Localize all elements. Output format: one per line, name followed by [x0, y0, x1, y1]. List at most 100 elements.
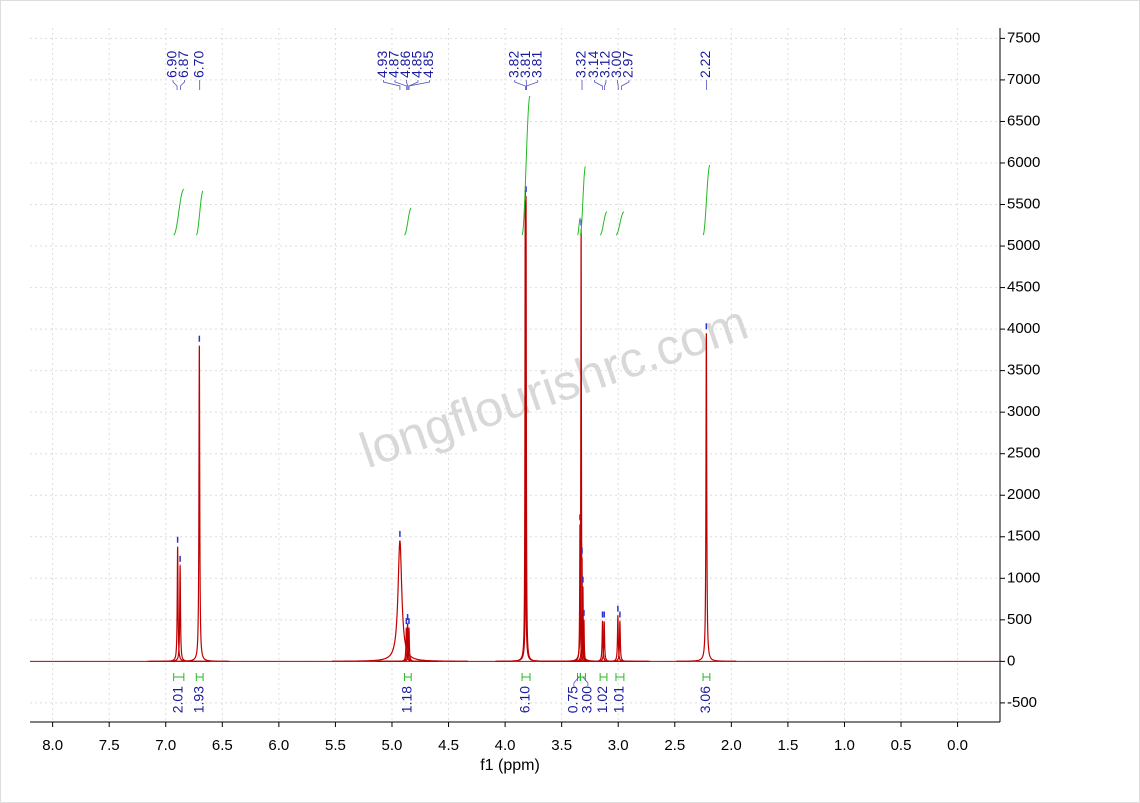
peak-label-connector	[617, 80, 619, 90]
peak-label: 6.87	[175, 51, 191, 78]
integral-curve	[173, 188, 185, 236]
x-axis-label: f1 (ppm)	[480, 757, 540, 774]
y-tick-label: -500	[1007, 694, 1037, 711]
peak-label-connector	[180, 80, 185, 90]
peak-label-connector	[172, 80, 178, 90]
integral-bracket	[615, 673, 625, 681]
y-tick-label: 1500	[1007, 528, 1040, 545]
integral-bracket	[521, 673, 531, 681]
integral-label: 3.00	[579, 686, 595, 713]
peak-label: 3.82	[505, 51, 521, 78]
x-tick-label: 5.5	[325, 737, 346, 754]
x-tick-label: 4.0	[495, 737, 516, 754]
integral-curve	[577, 217, 581, 236]
integral-label: 0.75	[565, 686, 581, 713]
integral-bracket	[599, 673, 608, 681]
peak	[332, 540, 468, 662]
peak-label: 2.22	[697, 51, 713, 78]
y-tick-label: 2000	[1007, 486, 1040, 503]
integral-bracket	[195, 673, 204, 681]
peak	[589, 620, 650, 662]
x-tick-label: 3.5	[551, 737, 572, 754]
peak	[169, 345, 230, 662]
integral-label: 6.10	[517, 686, 533, 713]
x-tick-label: 5.0	[382, 737, 403, 754]
x-tick-label: 0.5	[891, 737, 912, 754]
peak	[378, 627, 439, 662]
peak-label-connector	[594, 80, 603, 90]
peak-label: 4.86	[397, 51, 413, 78]
peak-label: 3.14	[585, 51, 601, 78]
y-tick-label: 4000	[1007, 320, 1040, 337]
x-tick-label: 7.0	[155, 737, 176, 754]
x-tick-label: 2.5	[664, 737, 685, 754]
x-tick-label: 8.0	[42, 737, 63, 754]
peak	[676, 333, 737, 662]
x-tick-label: 6.0	[268, 737, 289, 754]
y-tick-label: 4500	[1007, 279, 1040, 296]
peak-label-connector	[526, 80, 539, 90]
x-tick-label: 0.0	[947, 737, 968, 754]
integral-bracket	[702, 673, 711, 681]
x-tick-label: 1.5	[777, 737, 798, 754]
peak-label-connector	[394, 80, 408, 90]
peak-label-connector	[514, 80, 526, 90]
x-tick-label: 2.0	[721, 737, 742, 754]
peak-label: 6.90	[164, 51, 180, 78]
x-tick-label: 1.0	[834, 737, 855, 754]
integral-label: 1.01	[611, 686, 627, 713]
integral-curve	[615, 211, 625, 236]
peak	[150, 563, 211, 662]
peak-label: 3.32	[573, 51, 589, 78]
peak-label-connector	[621, 80, 630, 90]
y-tick-label: 2500	[1007, 445, 1040, 462]
y-tick-label: 5500	[1007, 195, 1040, 212]
x-tick-label: 7.5	[99, 737, 120, 754]
peak-label: 3.81	[528, 51, 544, 78]
integral-curve	[521, 95, 531, 236]
y-tick-label: 6500	[1007, 112, 1040, 129]
peak-label: 4.93	[374, 51, 390, 78]
integral-label-connector	[582, 676, 589, 686]
peak-label: 4.85	[409, 51, 425, 78]
peak-label: 3.12	[597, 51, 613, 78]
peak-label-connector	[604, 80, 607, 90]
integral-label-connector	[573, 676, 580, 686]
peak-label: 2.97	[620, 51, 636, 78]
x-tick-label: 3.0	[608, 737, 629, 754]
integral-curve	[599, 211, 608, 236]
integral-curve	[404, 207, 412, 236]
integral-label: 1.18	[399, 686, 415, 713]
integral-label: 2.01	[169, 686, 185, 713]
y-tick-label: 0	[1007, 652, 1015, 669]
y-tick-label: 6000	[1007, 154, 1040, 171]
peak-label: 4.85	[420, 51, 436, 78]
peak-label-connector	[406, 80, 409, 90]
y-tick-label: 1000	[1007, 569, 1040, 586]
x-tick-label: 6.5	[212, 737, 233, 754]
peak-label-connector	[408, 80, 430, 90]
peak-label-connector	[383, 80, 401, 90]
peak	[496, 196, 557, 662]
peak-label: 3.00	[608, 51, 624, 78]
y-tick-label: 3000	[1007, 403, 1040, 420]
y-tick-label: 5000	[1007, 237, 1040, 254]
y-tick-label: 500	[1007, 611, 1032, 628]
x-tick-label: 4.5	[438, 737, 459, 754]
integral-bracket	[173, 673, 185, 681]
peak-label: 4.87	[386, 51, 402, 78]
integral-label: 1.02	[594, 686, 610, 713]
y-tick-label: 3500	[1007, 362, 1040, 379]
integral-label: 3.06	[697, 686, 713, 713]
integral-curve	[195, 190, 204, 236]
y-tick-label: 7000	[1007, 71, 1040, 88]
peak-label: 6.70	[190, 51, 206, 78]
integral-label: 1.93	[190, 686, 206, 713]
integral-curve	[579, 166, 586, 236]
integral-bracket	[403, 673, 412, 681]
integral-curve	[702, 164, 711, 236]
y-tick-label: 7500	[1007, 29, 1040, 46]
peak-label: 3.81	[517, 51, 533, 78]
